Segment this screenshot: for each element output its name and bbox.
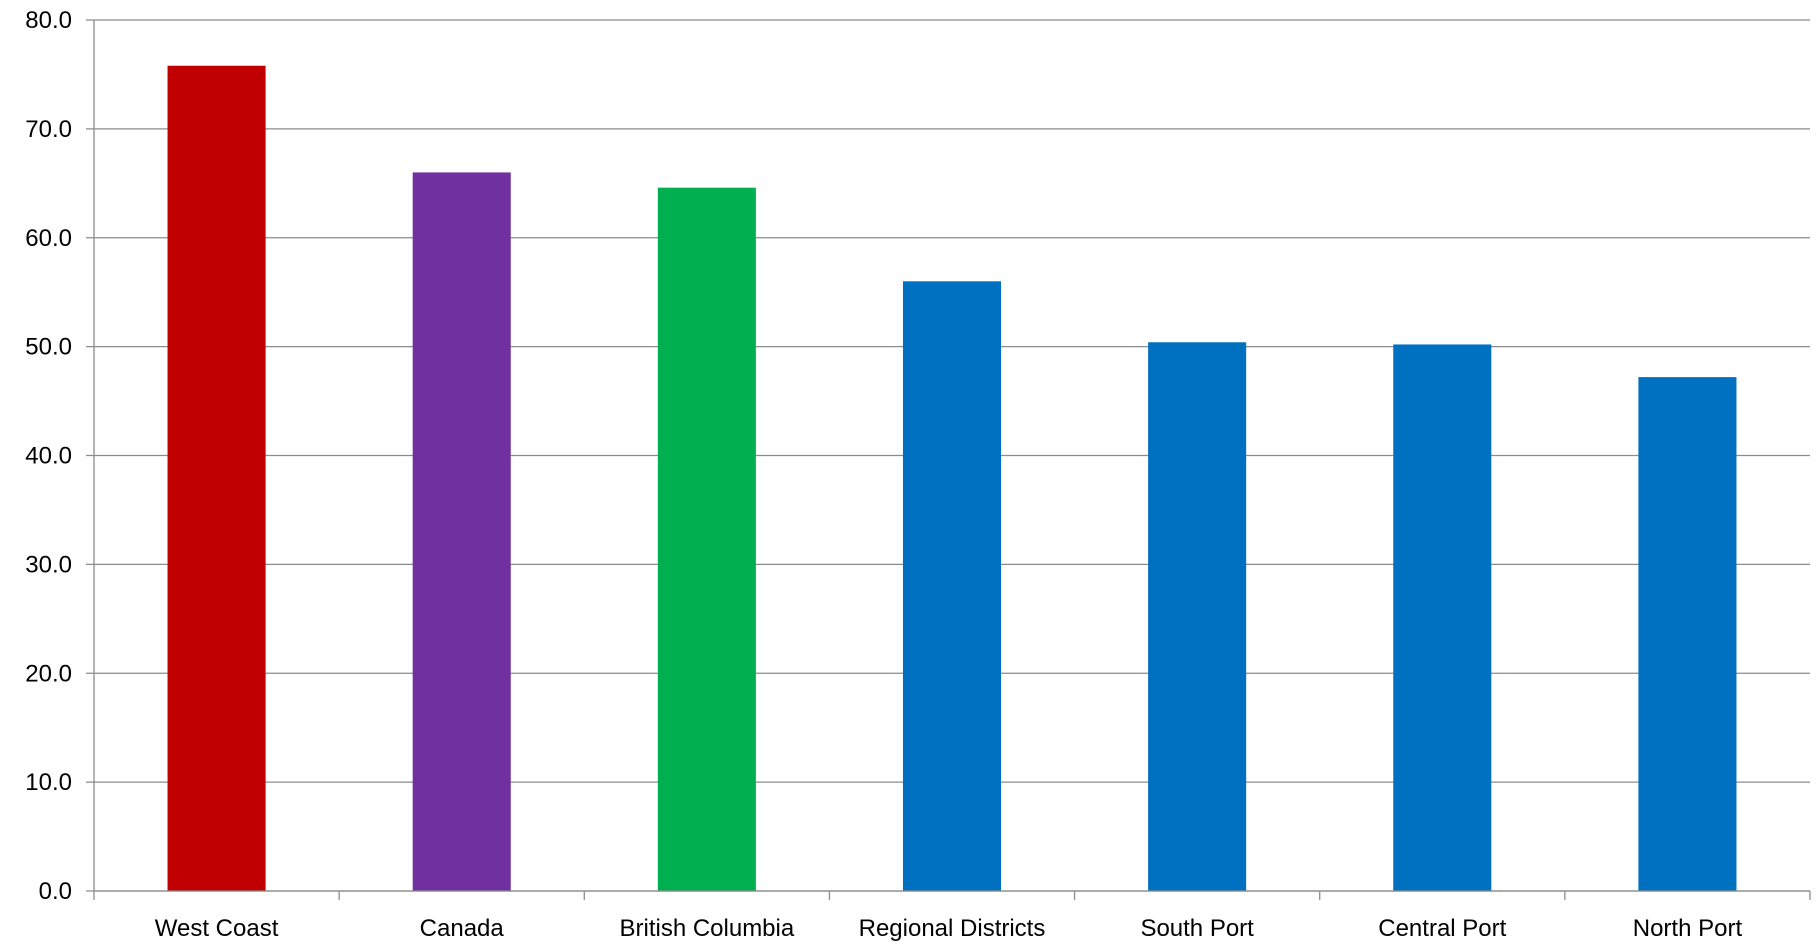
y-tick-label: 10.0 (25, 769, 72, 796)
y-tick-label: 0.0 (39, 878, 72, 905)
category-label: Central Port (1378, 915, 1506, 942)
category-label: West Coast (155, 915, 279, 942)
axes (93, 20, 1810, 892)
category-labels: West Coast Canada British Columbia Regional… (155, 915, 1743, 942)
category-label: Canada (420, 915, 505, 942)
bar-central-port (1393, 344, 1492, 891)
bar-british-columbia (657, 187, 756, 892)
bar-canada (412, 172, 511, 892)
bar-south-port (1148, 342, 1247, 891)
bar-west-coast (167, 65, 266, 892)
y-tick-label: 30.0 (25, 551, 72, 578)
category-label: North Port (1633, 915, 1743, 942)
category-label: British Columbia (619, 915, 794, 942)
bar-north-port (1638, 377, 1737, 891)
category-label: Regional Districts (859, 915, 1046, 942)
y-tick-label: 70.0 (25, 116, 72, 143)
y-tick-label: 60.0 (25, 225, 72, 252)
y-tick-label: 80.0 (25, 7, 72, 34)
y-tick-labels: 0.0 10.0 20.0 30.0 40.0 50.0 60.0 70.0 80.0 (25, 7, 72, 905)
bar-regional-districts (902, 281, 1002, 891)
category-label: South Port (1140, 915, 1254, 942)
y-tick-label: 20.0 (25, 660, 72, 687)
x-tick-marks (93, 891, 1811, 900)
y-tick-label: 40.0 (25, 443, 72, 470)
bars (167, 65, 1737, 892)
y-tick-label: 50.0 (25, 334, 72, 361)
